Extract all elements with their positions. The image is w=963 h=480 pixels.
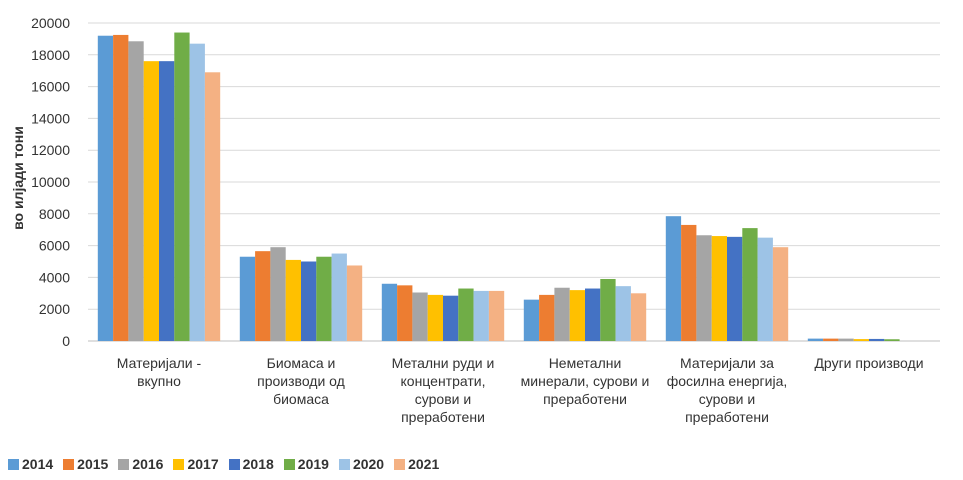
legend-swatch [8,458,19,470]
y-tick-label: 4000 [39,269,70,285]
x-category-label: Метални руди и концентрати, сурови и пре… [391,355,495,425]
bar-2016-4 [696,235,712,341]
legend-item: 2018 [228,456,274,472]
x-category-label: Други производи [814,355,924,371]
legend-item: 2017 [173,456,219,472]
bar-2015-1 [255,251,271,341]
legend-swatch [173,458,185,470]
legend-item: 2019 [283,456,329,472]
legend-swatch [63,458,75,470]
bar-2021-1 [346,265,363,341]
legend-label: 2015 [77,456,109,472]
bar-2014-4 [665,216,682,341]
bar-2018-4 [727,236,743,341]
bar-2015-3 [539,294,555,341]
bar-2016-5 [838,338,854,341]
bar-2019-1 [316,256,332,341]
bar-2019-3 [600,278,616,341]
legend: 2014 2015 2016 2017 2018 2019 2020 2021 [8,456,439,472]
bar-2017-2 [427,294,443,341]
bar-2018-3 [585,288,601,341]
legend-swatch [283,458,295,470]
legend-item: 2021 [394,456,439,472]
legend-swatch [394,458,406,470]
bar-2021-2 [488,290,505,341]
y-tick-label: 16000 [31,79,70,95]
bar-2020-1 [331,253,347,341]
y-tick-label: 12000 [31,142,70,158]
legend-item: 2014 [8,456,53,472]
bar-2014-3 [523,299,540,341]
bar-2017-1 [285,259,301,341]
x-category-label: Материјали за фосилна енергија, сурови и… [666,355,788,425]
bar-2018-2 [443,295,459,341]
y-tick-label: 6000 [39,238,70,254]
bar-2014-5 [807,338,824,341]
legend-label: 2018 [242,456,274,472]
y-tick-label: 14000 [31,110,70,126]
legend-item: 2020 [338,456,385,472]
bar-2016-0 [128,41,144,341]
y-tick-label: 18000 [31,47,70,63]
bar-2019-5 [884,339,900,341]
y-tick-label: 2000 [39,301,70,317]
bar-2019-4 [742,228,758,341]
legend-item: 2015 [63,456,108,472]
bar-2018-5 [869,338,885,341]
bar-2019-2 [458,288,474,341]
bar-2014-1 [239,256,256,341]
bar-2015-2 [397,285,413,341]
bar-2016-3 [554,287,570,341]
bar-2018-1 [301,261,317,341]
y-axis-label: во илјади тони [10,126,26,230]
bar-2017-5 [853,339,869,341]
bar-2021-3 [630,293,647,341]
y-tick-label: 20000 [31,15,70,31]
bar-2018-0 [159,61,175,341]
legend-label: 2016 [132,456,164,472]
bar-2017-3 [569,290,585,341]
legend-label: 2017 [187,456,219,472]
legend-swatch [338,458,350,470]
bar-2017-0 [143,61,159,341]
bar-2017-4 [711,236,727,341]
y-tick-label: 8000 [39,206,70,222]
legend-item: 2016 [118,456,163,472]
legend-label: 2020 [352,456,385,472]
bar-2015-4 [681,224,697,341]
bar-2014-0 [97,35,114,341]
bar-2016-1 [270,247,286,341]
bar-2020-3 [615,286,631,341]
legend-label: 2019 [297,456,329,472]
bar-2015-0 [113,34,129,342]
legend-swatch [118,458,130,470]
bar-2016-2 [412,292,428,341]
bar-2020-2 [473,290,489,341]
y-tick-label: 0 [62,333,70,349]
bar-2014-2 [381,283,398,341]
x-category-label: Биомаса и производи од биомаса [257,355,345,407]
bar-2021-4 [772,247,789,341]
y-tick-label: 10000 [31,174,70,190]
legend-swatch [228,458,240,470]
legend-label: 2021 [408,456,440,472]
bar-2021-0 [204,72,221,341]
bar-2020-0 [189,43,205,342]
bar-2015-5 [823,338,839,341]
bar-2020-4 [757,237,773,341]
bar-2019-0 [174,32,190,341]
x-category-label: Материјали - вкупно [116,355,202,389]
x-category-label: Неметални минерали, сурови и преработени [520,355,650,407]
legend-label: 2014 [22,456,54,472]
